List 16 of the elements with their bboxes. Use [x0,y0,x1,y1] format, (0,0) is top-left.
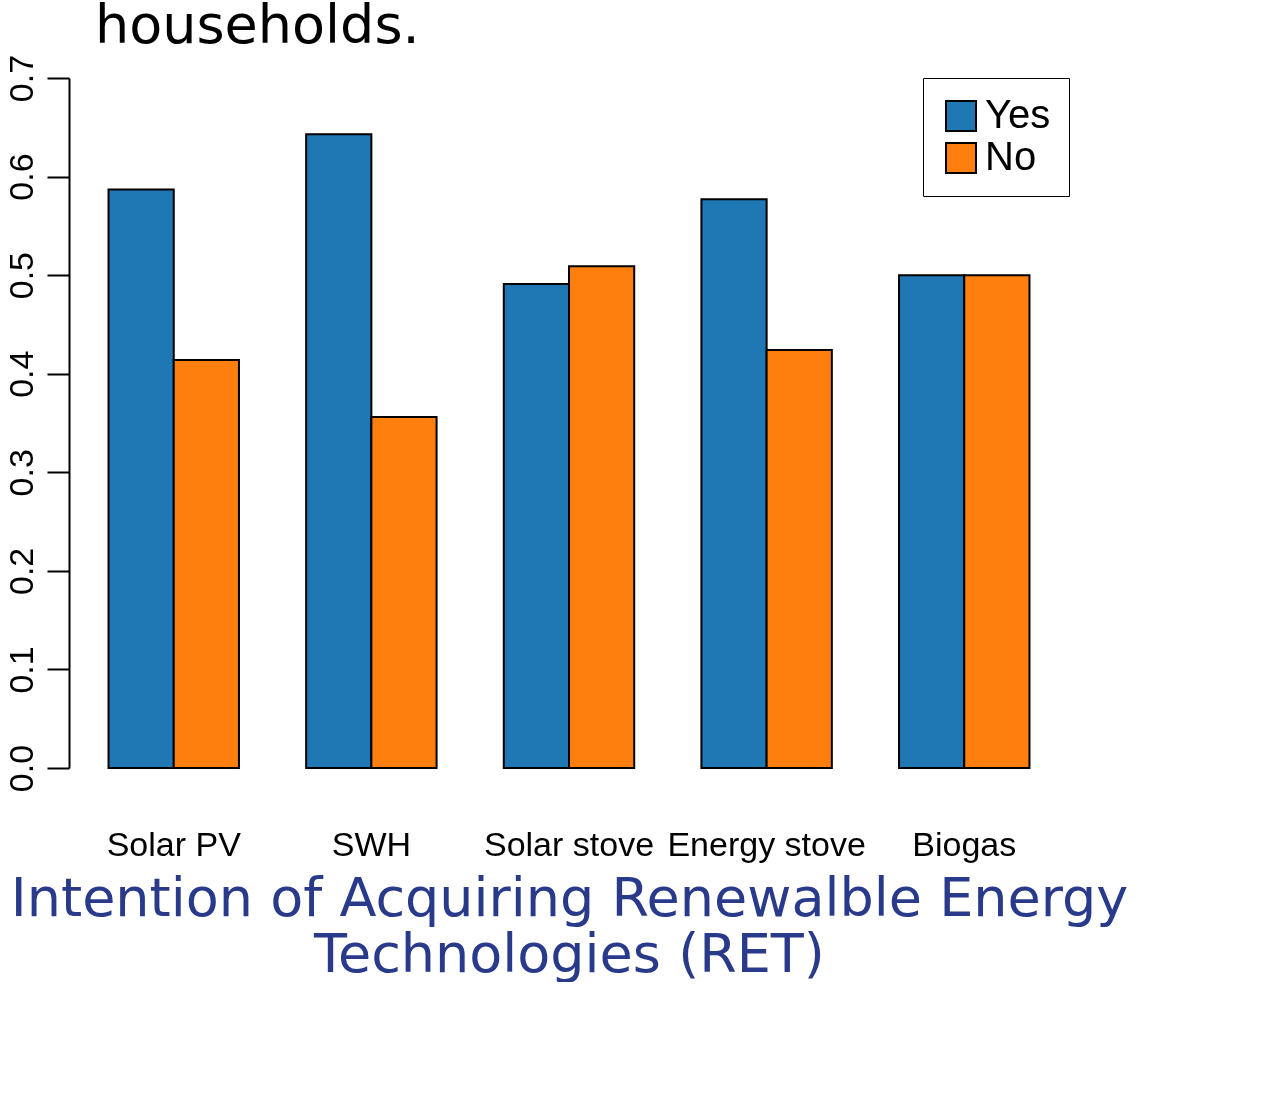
legend-label: No [985,134,1037,178]
x-tick-label: Energy stove [667,824,866,863]
y-tick-label: 0.4 [1,350,40,398]
y-tick-label: 0.0 [1,744,40,793]
y-tick-label: 0.3 [1,449,40,497]
chart-title: households. [95,0,420,57]
x-tick-label: Biogas [912,824,1017,863]
x-tick-label: Solar stove [483,824,655,863]
y-tick-label: 0.1 [1,646,40,694]
y-tick-label: 0.5 [1,252,40,300]
legend-label: Yes [985,92,1051,136]
x-tick-label: Solar PV [106,824,242,863]
y-tick-label: 0.2 [1,547,40,595]
y-tick-label: 0.6 [1,153,40,201]
x-tick-label: SWH [331,824,412,863]
y-tick-label: 0.7 [1,54,40,103]
